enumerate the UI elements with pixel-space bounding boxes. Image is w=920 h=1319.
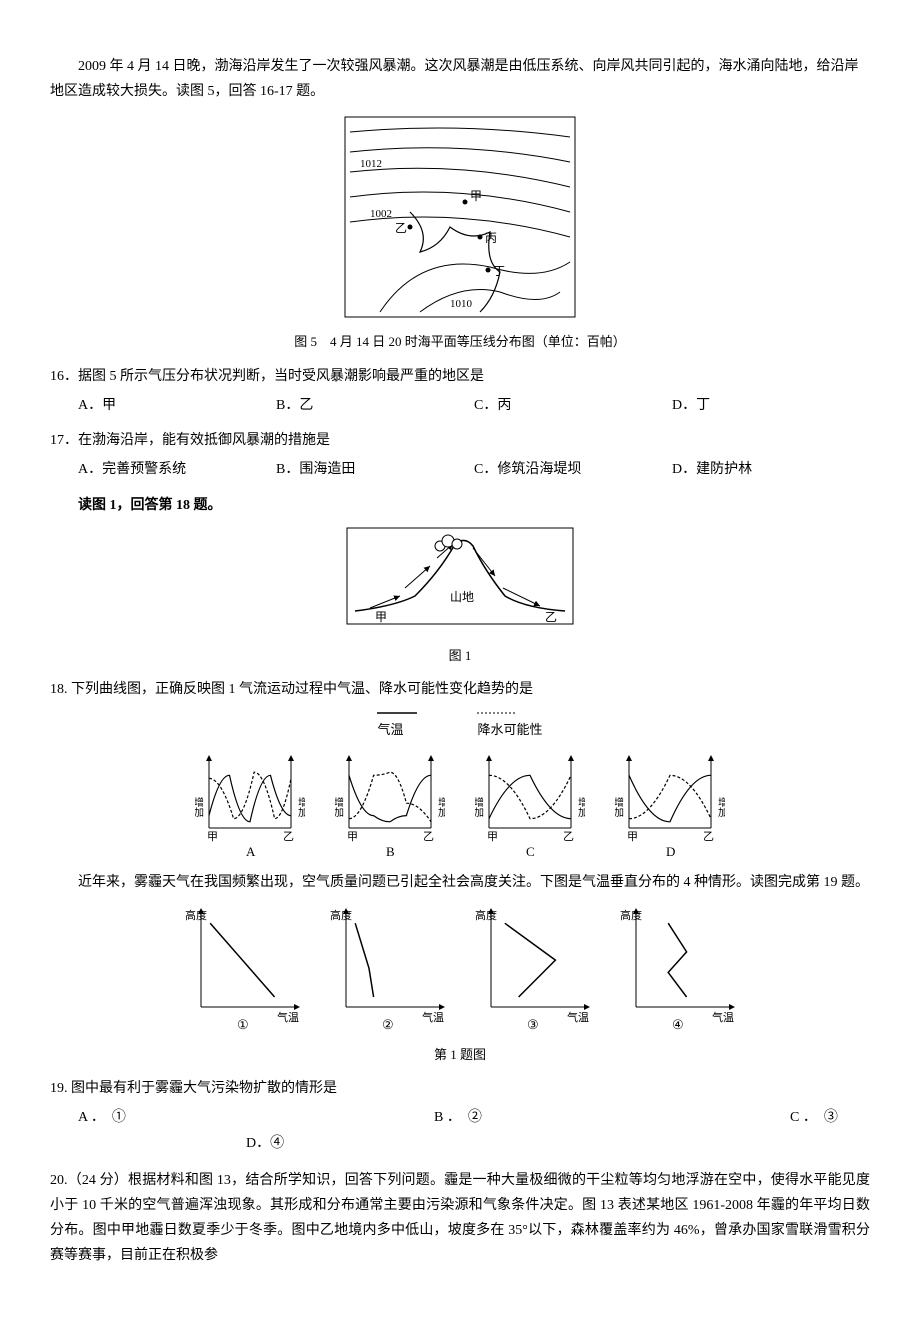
svg-text:③: ③	[527, 1017, 539, 1032]
svg-text:乙: 乙	[423, 830, 434, 843]
svg-text:增加: 增加	[296, 795, 306, 816]
svg-text:甲: 甲	[470, 189, 482, 203]
q18-charts: 增加 增加 甲 乙 A 增加 增加 甲 乙 B 增加 增加	[50, 752, 870, 860]
q19-stem: 19. 图中最有利于雾霾大气污染物扩散的情形是	[50, 1076, 870, 1101]
svg-text:高度: 高度	[330, 908, 352, 922]
svg-text:乙: 乙	[545, 610, 557, 624]
svg-text:丁: 丁	[493, 264, 505, 278]
intro-1: 2009 年 4 月 14 日晚，渤海沿岸发生了一次较强风暴潮。这次风暴潮是由低…	[50, 54, 870, 104]
svg-text:①: ①	[237, 1017, 249, 1032]
svg-text:增加: 增加	[475, 795, 484, 816]
q16-options: A．甲 B．乙 C．丙 D．丁	[50, 393, 870, 418]
temp-chart-2: 高度 气温 ②	[328, 905, 448, 1033]
q18-chart-C: 增加 增加 甲 乙 C	[475, 752, 585, 860]
q17-options: A．完善预警系统 B．围海造田 C．修筑沿海堤坝 D．建防护林	[50, 457, 870, 482]
q18-chart-A: 增加 增加 甲 乙 A	[195, 752, 305, 860]
svg-text:增加: 增加	[716, 795, 726, 816]
q16-stem: 16．据图 5 所示气压分布状况判断，当时受风暴潮影响最严重的地区是	[50, 364, 870, 389]
isobar-1012: 1012	[360, 158, 382, 170]
svg-text:甲: 甲	[207, 831, 218, 843]
figure-1: 甲 山地 乙	[50, 526, 870, 636]
svg-text:A: A	[246, 844, 256, 859]
q18-stem: 18. 下列曲线图，正确反映图 1 气流运动过程中气温、降水可能性变化趋势的是	[50, 677, 870, 702]
svg-text:乙: 乙	[703, 830, 714, 843]
svg-text:④: ④	[672, 1017, 684, 1032]
q19-options: A ． ① B ． ② C ． ③ D．④	[50, 1105, 870, 1155]
svg-text:丙: 丙	[485, 231, 497, 245]
tempfig-caption: 第 1 题图	[50, 1043, 870, 1066]
figure-1-caption: 图 1	[50, 644, 870, 667]
svg-text:增加: 增加	[576, 795, 586, 816]
svg-text:增加: 增加	[195, 795, 204, 816]
q16-opt-d: D．丁	[672, 393, 870, 418]
q16-opt-a: A．甲	[78, 393, 276, 418]
svg-text:乙: 乙	[563, 830, 574, 843]
q18-legend: 气温 降水可能性	[50, 708, 870, 741]
intro-2: 读图 1，回答第 18 题。	[50, 493, 870, 518]
svg-text:甲: 甲	[347, 831, 358, 843]
svg-text:C: C	[526, 844, 535, 859]
svg-text:高度: 高度	[185, 908, 207, 922]
svg-text:增加: 增加	[436, 795, 446, 816]
temp-charts: 高度 气温 ① 高度 气温 ② 高度 气温 ③ 高度 气温	[50, 905, 870, 1033]
q17-opt-c: C．修筑沿海堤坝	[474, 457, 672, 482]
q19-opt-d: D．④	[246, 1136, 284, 1151]
q18-chart-D: 增加 增加 甲 乙 D	[615, 752, 725, 860]
q17-opt-b: B．围海造田	[276, 457, 474, 482]
q19-opt-a: A ． ①	[50, 1105, 434, 1130]
q17-stem: 17．在渤海沿岸，能有效抵御风暴潮的措施是	[50, 428, 870, 453]
svg-text:乙: 乙	[283, 830, 294, 843]
isobar-1002: 1002	[370, 208, 392, 220]
q19-opt-b: B ． ②	[434, 1105, 790, 1130]
q18-chart-B: 增加 增加 甲 乙 B	[335, 752, 445, 860]
intro-3: 近年来，雾霾天气在我国频繁出现，空气质量问题已引起全社会高度关注。下图是气温垂直…	[50, 870, 870, 895]
svg-text:山地: 山地	[450, 590, 474, 604]
svg-text:②: ②	[382, 1017, 394, 1032]
svg-text:甲: 甲	[487, 831, 498, 843]
temp-chart-3: 高度 气温 ③	[473, 905, 593, 1033]
svg-text:乙: 乙	[395, 221, 407, 235]
q16-opt-c: C．丙	[474, 393, 672, 418]
svg-text:甲: 甲	[627, 831, 638, 843]
temp-chart-4: 高度 气温 ④	[618, 905, 738, 1033]
figure-5: 1012 1002 1010 甲 乙 丙 丁	[50, 112, 870, 322]
isobar-1010: 1010	[450, 298, 473, 310]
svg-text:气温: 气温	[422, 1010, 444, 1024]
svg-text:D: D	[666, 844, 675, 859]
svg-text:高度: 高度	[475, 908, 497, 922]
q20-text: 20.（24 分）根据材料和图 13，结合所学知识，回答下列问题。霾是一种大量极…	[50, 1168, 870, 1269]
svg-text:气温: 气温	[277, 1010, 299, 1024]
svg-text:气温: 气温	[712, 1010, 734, 1024]
svg-text:甲: 甲	[375, 610, 387, 624]
temp-chart-1: 高度 气温 ①	[183, 905, 303, 1033]
svg-text:B: B	[386, 844, 395, 859]
svg-text:增加: 增加	[335, 795, 344, 816]
svg-text:气温: 气温	[567, 1010, 589, 1024]
q16-opt-b: B．乙	[276, 393, 474, 418]
svg-text:高度: 高度	[620, 908, 642, 922]
q17-opt-d: D．建防护林	[672, 457, 870, 482]
svg-text:增加: 增加	[615, 795, 624, 816]
q17-opt-a: A．完善预警系统	[78, 457, 276, 482]
figure-5-caption: 图 5 4 月 14 日 20 时海平面等压线分布图（单位：百帕）	[50, 330, 870, 353]
q19-opt-c: C ． ③	[790, 1105, 870, 1130]
